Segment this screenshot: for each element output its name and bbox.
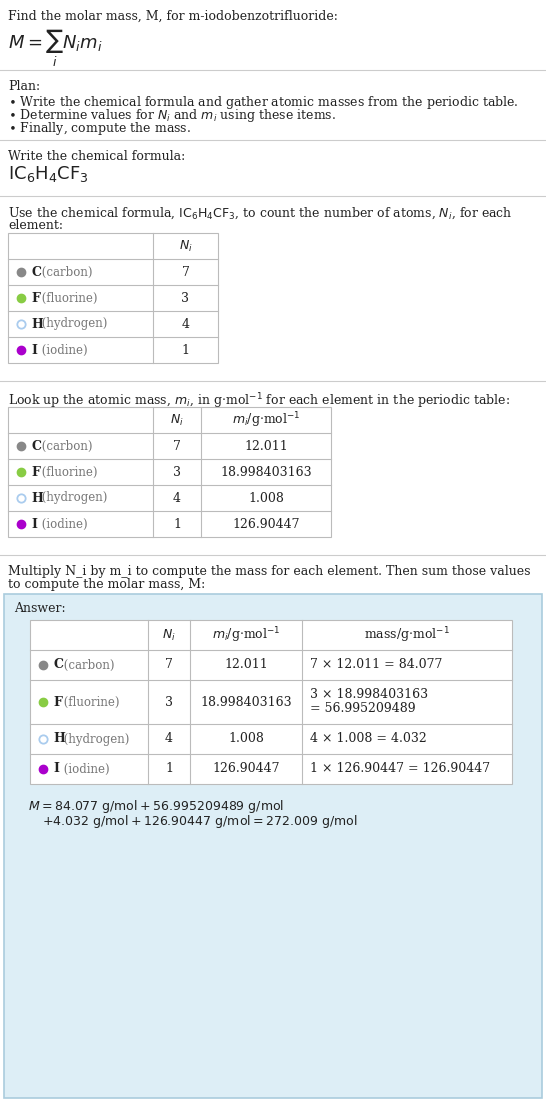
Text: (fluorine): (fluorine) (38, 292, 98, 304)
Text: (carbon): (carbon) (60, 659, 115, 671)
Text: 7: 7 (182, 266, 189, 279)
Text: $m_i$/g$\cdot$mol$^{-1}$: $m_i$/g$\cdot$mol$^{-1}$ (232, 410, 300, 430)
Text: H: H (31, 491, 43, 505)
Text: $+ 4.032\ \mathrm{g/mol} + 126.90447\ \mathrm{g/mol} = 272.009\ \mathrm{g/mol}$: $+ 4.032\ \mathrm{g/mol} + 126.90447\ \m… (42, 813, 358, 830)
Text: $N_i$: $N_i$ (179, 238, 192, 253)
Text: H: H (53, 733, 65, 745)
Text: (carbon): (carbon) (38, 266, 92, 279)
Text: 126.90447: 126.90447 (212, 763, 280, 776)
Text: 4 × 1.008 = 4.032: 4 × 1.008 = 4.032 (310, 733, 427, 745)
Text: $M = \sum_i N_i m_i$: $M = \sum_i N_i m_i$ (8, 28, 103, 69)
Text: $\bullet$ Write the chemical formula and gather atomic masses from the periodic : $\bullet$ Write the chemical formula and… (8, 94, 519, 111)
Text: $m_i$/g$\cdot$mol$^{-1}$: $m_i$/g$\cdot$mol$^{-1}$ (212, 625, 280, 645)
Text: H: H (31, 317, 43, 331)
Text: (iodine): (iodine) (38, 344, 87, 357)
Text: 18.998403163: 18.998403163 (220, 465, 312, 478)
Text: 12.011: 12.011 (224, 659, 268, 671)
Text: to compute the molar mass, M:: to compute the molar mass, M: (8, 579, 205, 591)
Text: F: F (31, 292, 40, 304)
Text: (hydrogen): (hydrogen) (38, 491, 108, 505)
Text: element:: element: (8, 219, 63, 233)
Text: 3: 3 (165, 695, 173, 709)
Text: $\bullet$ Finally, compute the mass.: $\bullet$ Finally, compute the mass. (8, 120, 191, 137)
Text: 1.008: 1.008 (248, 491, 284, 505)
Text: F: F (53, 695, 62, 709)
Text: (iodine): (iodine) (60, 763, 110, 776)
Text: I: I (53, 763, 59, 776)
Text: I: I (31, 518, 37, 530)
Text: mass/g$\cdot$mol$^{-1}$: mass/g$\cdot$mol$^{-1}$ (364, 625, 450, 645)
Text: C: C (53, 659, 63, 671)
Text: 1: 1 (173, 518, 181, 530)
Text: Use the chemical formula, $\mathrm{IC_6H_4CF_3}$, to count the number of atoms, : Use the chemical formula, $\mathrm{IC_6H… (8, 206, 513, 222)
Text: F: F (31, 465, 40, 478)
Text: (hydrogen): (hydrogen) (60, 733, 129, 745)
Text: 1.008: 1.008 (228, 733, 264, 745)
Text: $\mathrm{IC_6H_4CF_3}$: $\mathrm{IC_6H_4CF_3}$ (8, 164, 89, 184)
Text: Answer:: Answer: (14, 602, 66, 615)
Text: 1 × 126.90447 = 126.90447: 1 × 126.90447 = 126.90447 (310, 763, 490, 776)
Text: Multiply N_i by m_i to compute the mass for each element. Then sum those values: Multiply N_i by m_i to compute the mass … (8, 565, 531, 579)
Text: C: C (31, 266, 41, 279)
Text: 7: 7 (165, 659, 173, 671)
Text: I: I (31, 344, 37, 357)
Text: (iodine): (iodine) (38, 518, 87, 530)
Text: 3: 3 (173, 465, 181, 478)
Text: 3 × 18.998403163: 3 × 18.998403163 (310, 689, 428, 702)
Text: Write the chemical formula:: Write the chemical formula: (8, 150, 185, 163)
Text: 126.90447: 126.90447 (232, 518, 300, 530)
Text: (fluorine): (fluorine) (60, 695, 120, 709)
Text: = 56.995209489: = 56.995209489 (310, 702, 416, 715)
Text: 4: 4 (181, 317, 189, 331)
Text: Plan:: Plan: (8, 80, 40, 93)
Bar (4, 594, 542, 1098)
Bar (8, 407, 331, 537)
Text: 7 × 12.011 = 84.077: 7 × 12.011 = 84.077 (310, 659, 442, 671)
Text: $N_i$: $N_i$ (162, 627, 176, 642)
Text: (carbon): (carbon) (38, 440, 92, 453)
Text: Find the molar mass, M, for m-iodobenzotrifluoride:: Find the molar mass, M, for m-iodobenzot… (8, 10, 338, 23)
Text: $M = 84.077\ \mathrm{g/mol} + 56.995209489\ \mathrm{g/mol}$: $M = 84.077\ \mathrm{g/mol} + 56.9952094… (28, 798, 284, 815)
Text: 1: 1 (165, 763, 173, 776)
Text: 18.998403163: 18.998403163 (200, 695, 292, 709)
Bar (8, 233, 218, 363)
Text: (fluorine): (fluorine) (38, 465, 98, 478)
Text: 7: 7 (173, 440, 181, 453)
Text: $\bullet$ Determine values for $N_i$ and $m_i$ using these items.: $\bullet$ Determine values for $N_i$ and… (8, 107, 336, 125)
Text: $N_i$: $N_i$ (170, 412, 184, 428)
Text: Look up the atomic mass, $m_i$, in g$\cdot$mol$^{-1}$ for each element in the pe: Look up the atomic mass, $m_i$, in g$\cd… (8, 391, 510, 411)
Text: 4: 4 (165, 733, 173, 745)
Text: 3: 3 (181, 292, 189, 304)
Bar (30, 620, 512, 784)
Text: 12.011: 12.011 (244, 440, 288, 453)
Text: (hydrogen): (hydrogen) (38, 317, 108, 331)
Text: C: C (31, 440, 41, 453)
Text: 4: 4 (173, 491, 181, 505)
Text: 1: 1 (181, 344, 189, 357)
